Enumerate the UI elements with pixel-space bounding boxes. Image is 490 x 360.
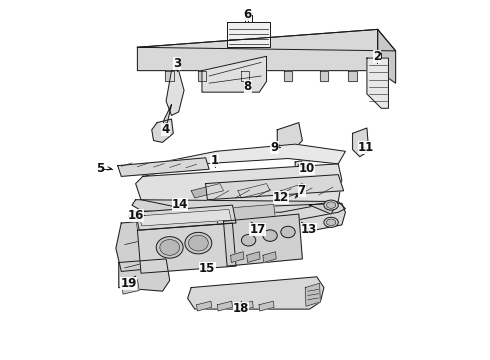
- Polygon shape: [197, 71, 206, 81]
- Text: 2: 2: [373, 50, 381, 63]
- Polygon shape: [277, 123, 302, 151]
- Polygon shape: [119, 259, 170, 291]
- Text: 8: 8: [244, 80, 252, 93]
- Polygon shape: [136, 164, 342, 212]
- Polygon shape: [163, 105, 172, 128]
- Polygon shape: [188, 277, 324, 309]
- Polygon shape: [139, 210, 231, 226]
- Text: 15: 15: [199, 262, 216, 275]
- Ellipse shape: [326, 202, 336, 208]
- Polygon shape: [247, 252, 260, 262]
- Text: 9: 9: [270, 140, 278, 153]
- Polygon shape: [136, 205, 236, 230]
- Ellipse shape: [263, 230, 277, 241]
- Text: 4: 4: [161, 123, 170, 136]
- Text: 13: 13: [301, 223, 317, 236]
- Polygon shape: [137, 223, 236, 273]
- Text: 6: 6: [244, 8, 252, 21]
- Text: 18: 18: [233, 302, 249, 315]
- Polygon shape: [116, 215, 220, 271]
- Polygon shape: [166, 71, 174, 81]
- Polygon shape: [310, 202, 338, 214]
- Ellipse shape: [326, 219, 336, 226]
- Polygon shape: [305, 283, 320, 306]
- Polygon shape: [166, 71, 184, 116]
- Polygon shape: [202, 56, 267, 92]
- Polygon shape: [152, 119, 173, 142]
- Text: 19: 19: [120, 277, 137, 290]
- Ellipse shape: [281, 226, 295, 238]
- Polygon shape: [205, 175, 343, 200]
- Polygon shape: [136, 208, 193, 230]
- Polygon shape: [231, 252, 244, 262]
- Polygon shape: [198, 204, 275, 225]
- Polygon shape: [281, 184, 306, 198]
- Polygon shape: [191, 184, 223, 198]
- Polygon shape: [263, 252, 276, 262]
- Polygon shape: [218, 301, 232, 311]
- Text: 12: 12: [273, 191, 289, 204]
- Ellipse shape: [324, 217, 338, 227]
- Polygon shape: [227, 22, 270, 47]
- Text: 17: 17: [249, 223, 266, 236]
- Polygon shape: [367, 58, 389, 108]
- Polygon shape: [378, 30, 395, 83]
- Polygon shape: [319, 71, 328, 81]
- Polygon shape: [196, 301, 212, 311]
- Text: 14: 14: [172, 198, 188, 211]
- Polygon shape: [284, 71, 293, 81]
- Text: 3: 3: [173, 57, 181, 70]
- Text: 16: 16: [127, 209, 144, 222]
- Polygon shape: [223, 214, 302, 266]
- Ellipse shape: [185, 232, 212, 254]
- Polygon shape: [132, 200, 345, 223]
- Polygon shape: [238, 301, 253, 311]
- Ellipse shape: [156, 237, 183, 258]
- Text: 7: 7: [297, 184, 306, 197]
- Polygon shape: [137, 30, 378, 71]
- Ellipse shape: [160, 239, 179, 255]
- Text: 1: 1: [211, 154, 219, 167]
- Polygon shape: [238, 184, 270, 198]
- Text: 10: 10: [298, 162, 315, 175]
- Polygon shape: [128, 203, 345, 237]
- Ellipse shape: [189, 235, 208, 251]
- Polygon shape: [259, 301, 274, 311]
- Polygon shape: [353, 128, 368, 157]
- Polygon shape: [122, 280, 139, 294]
- Ellipse shape: [324, 200, 338, 210]
- Polygon shape: [295, 158, 310, 173]
- Ellipse shape: [242, 234, 256, 246]
- Polygon shape: [143, 144, 345, 176]
- Polygon shape: [118, 158, 209, 176]
- Polygon shape: [137, 30, 395, 51]
- Polygon shape: [241, 71, 249, 81]
- Text: 5: 5: [96, 162, 104, 175]
- Polygon shape: [348, 71, 357, 81]
- Text: 11: 11: [358, 140, 374, 153]
